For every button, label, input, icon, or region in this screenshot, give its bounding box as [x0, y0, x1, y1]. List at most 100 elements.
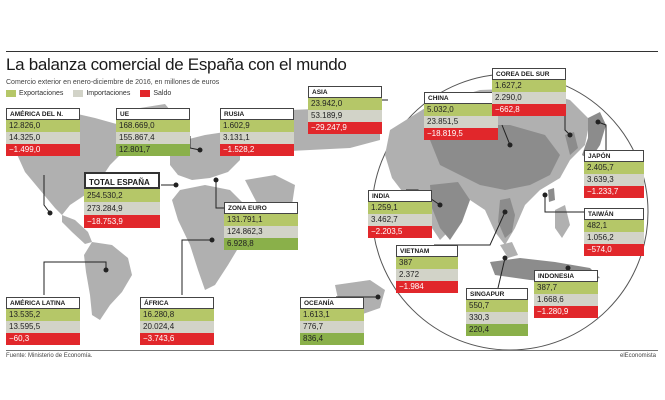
dot-corea	[567, 132, 573, 138]
balance-value: −1.984	[396, 281, 458, 293]
balance-value: −662,8	[492, 104, 566, 116]
region-box-singapur: SINGAPUR 550,7 330,3 220,4	[466, 288, 528, 336]
region-box-japon: JAPÓN 2.405,7 3.639,3 −1.233,7	[584, 150, 644, 198]
leader-line-zona-euro	[215, 180, 224, 209]
page-title: La balanza comercial de España con el mu…	[6, 55, 347, 74]
dot-total	[173, 182, 179, 188]
leader-line-singapur	[497, 257, 506, 289]
dot-india	[437, 202, 443, 208]
region-name: INDONESIA	[534, 270, 598, 282]
dot-oceania	[375, 294, 381, 300]
imports-value: 14.325,0	[6, 132, 80, 144]
dot-singapur	[502, 255, 508, 261]
region-box-oceania: OCEANÍA 1.613,1 776,7 836,4	[300, 297, 364, 345]
exports-value: 168.669,0	[116, 120, 190, 132]
region-name: ÁFRICA	[140, 297, 214, 309]
exports-value: 1.627,2	[492, 80, 566, 92]
dot-america-latina	[103, 267, 109, 273]
legend-swatch-imports	[73, 90, 84, 97]
brand-credit: elEconomista	[620, 353, 657, 359]
dot-china	[507, 142, 513, 148]
region-box-zona-euro: ZONA EURO 131.791,1 124.862,3 6.928,8	[224, 202, 298, 250]
leader-line-africa	[181, 239, 212, 295]
bottom-rule	[6, 350, 658, 351]
region-box-corea: COREA DEL SUR 1.627,2 2.290,0 −662,8	[492, 68, 566, 116]
imports-value: 273.284,9	[84, 202, 160, 215]
korea-shape	[565, 132, 578, 155]
dot-america-norte	[47, 210, 53, 216]
legend-label-imports: Importaciones	[86, 90, 131, 97]
dot-ue	[197, 147, 203, 153]
location-dots	[47, 119, 601, 300]
region-box-total-espana: TOTAL ESPAÑA 254.530,2 273.284,9 −18.753…	[84, 172, 160, 228]
exports-value: 1.613,1	[300, 309, 364, 321]
dot-indonesia	[565, 265, 571, 271]
balance-value: −2.203,5	[368, 226, 432, 238]
source-note: Fuente: Ministerio de Economía.	[6, 353, 93, 359]
region-box-asia: ASIA 23.942,0 53.189,9 −29.247,9	[308, 86, 382, 134]
region-name: AMÉRICA DEL N.	[6, 108, 80, 120]
taiwan-shape	[548, 188, 555, 202]
imports-value: 3.131,1	[220, 132, 294, 144]
exports-value: 387,7	[534, 282, 598, 294]
balance-value: 836,4	[300, 333, 364, 345]
imports-value: 155.867,4	[116, 132, 190, 144]
exports-value: 387	[396, 257, 458, 269]
dot-zona-euro	[213, 177, 219, 183]
balance-value: −60,3	[6, 333, 80, 345]
region-box-ue: UE 168.669,0 155.867,4 12.801,7	[116, 108, 190, 156]
malaysia-shape	[500, 242, 518, 258]
balance-value: −1.233,7	[584, 186, 644, 198]
region-name: COREA DEL SUR	[492, 68, 566, 80]
balance-value: −1.499,0	[6, 144, 80, 156]
balance-value: −18.753,9	[84, 215, 160, 228]
exports-value: 1.602,9	[220, 120, 294, 132]
legend-item-exports: Exportaciones	[6, 90, 63, 97]
region-box-africa: ÁFRICA 16.280,8 20.024,4 −3.743,6	[140, 297, 214, 345]
dot-vietnam	[502, 209, 508, 215]
imports-value: 20.024,4	[140, 321, 214, 333]
balance-value: 220,4	[466, 324, 528, 336]
imports-value: 23.851,5	[424, 116, 498, 128]
legend-item-imports: Importaciones	[73, 90, 130, 97]
region-name: INDIA	[368, 190, 432, 202]
imports-value: 330,3	[466, 312, 528, 324]
exports-value: 254.530,2	[84, 189, 160, 202]
region-box-vietnam: VIETNAM 387 2.372 −1.984	[396, 245, 458, 293]
region-box-america-latina: AMÉRICA LATINA 13.535,2 13.595,5 −60,3	[6, 297, 80, 345]
balance-value: −1.528,2	[220, 144, 294, 156]
page-subtitle: Comercio exterior en enero-diciembre de …	[6, 79, 220, 86]
japan-shape	[582, 112, 606, 160]
leader-line-taiwan	[544, 195, 584, 213]
south-america-shape	[84, 242, 132, 320]
region-box-taiwan: TAIWÁN 482,1 1.056,2 −574,0	[584, 208, 644, 256]
region-name: OCEANÍA	[300, 297, 364, 309]
balance-value: 12.801,7	[116, 144, 190, 156]
region-name: RUSIA	[220, 108, 294, 120]
exports-value: 131.791,1	[224, 214, 298, 226]
china-shape	[430, 125, 560, 190]
region-box-rusia: RUSIA 1.602,9 3.131,1 −1.528,2	[220, 108, 294, 156]
region-name: ASIA	[308, 86, 382, 98]
region-name: UE	[116, 108, 190, 120]
exports-value: 1.259,1	[368, 202, 432, 214]
imports-value: 776,7	[300, 321, 364, 333]
legend-swatch-exports	[6, 90, 16, 97]
exports-value: 23.942,0	[308, 98, 382, 110]
dot-africa	[209, 237, 215, 243]
imports-value: 3.639,3	[584, 174, 644, 186]
imports-value: 3.462,7	[368, 214, 432, 226]
legend-label-exports: Exportaciones	[19, 90, 64, 97]
balance-value: −29.247,9	[308, 122, 382, 134]
exports-value: 5.032,0	[424, 104, 498, 116]
exports-value: 13.535,2	[6, 309, 80, 321]
region-box-indonesia: INDONESIA 387,7 1.668,6 −1.280,9	[534, 270, 598, 318]
top-rule	[6, 51, 658, 52]
imports-value: 2.290,0	[492, 92, 566, 104]
philippines-shape	[555, 205, 570, 238]
leader-line-america-norte	[43, 175, 51, 214]
india-shape	[430, 182, 470, 240]
imports-value: 1.056,2	[584, 232, 644, 244]
imports-value: 1.668,6	[534, 294, 598, 306]
region-name: ZONA EURO	[224, 202, 298, 214]
